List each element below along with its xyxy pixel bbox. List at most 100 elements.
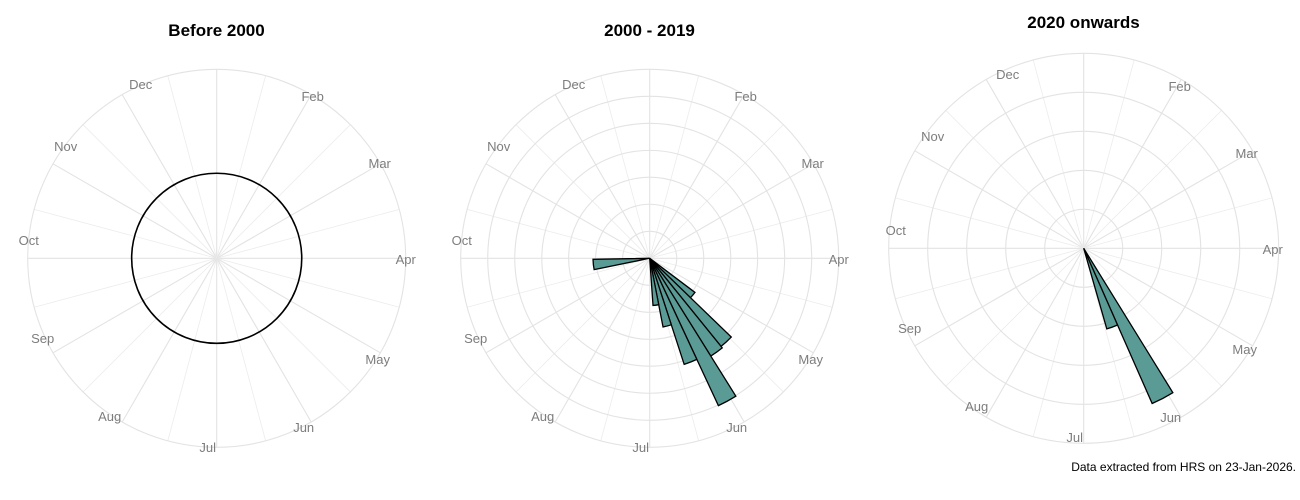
grid-ring [966,130,1202,366]
month-label-may: May [1232,342,1257,357]
grid-spoke-major [1083,247,1253,347]
data-wedge [1083,248,1119,330]
data-wedge [649,257,737,407]
grid-spoke-major [485,257,650,354]
month-label-dec: Dec [996,67,1020,82]
month-label-oct: Oct [886,223,907,238]
grid-spoke-minor [1083,247,1273,300]
grid-spoke-major [985,248,1085,418]
grid-spoke-major [649,257,814,354]
grid-spoke-minor [216,258,267,441]
grid-spoke-minor [167,258,218,441]
month-label-apr: Apr [396,252,417,267]
grid-spoke-minor [216,257,400,308]
grid-ring [888,52,1280,444]
month-label-mar: Mar [802,156,825,171]
month-label-oct: Oct [452,233,473,248]
month-label-sep: Sep [464,331,487,346]
data-wedge [649,258,673,328]
month-label-feb: Feb [1168,79,1190,94]
month-label-feb: Feb [734,89,756,104]
grid-spoke-major [216,257,381,354]
grid-ring [541,149,759,367]
grid-spoke-minor [1083,59,1135,249]
grid-ring [514,122,786,394]
grid-spoke-minor [1083,197,1273,249]
grid-spoke-major [216,94,312,259]
grid-spoke-major [121,258,218,423]
month-label-nov: Nov [921,129,945,144]
month-label-sep: Sep [31,331,54,346]
grid-spoke-major [1083,79,1182,249]
data-wedge [1083,247,1174,405]
grid-spoke-minor [945,110,1084,249]
month-label-jul: Jul [1066,430,1083,445]
month-label-dec: Dec [129,77,153,92]
month-label-sep: Sep [898,321,921,336]
rose-chart-2020-onwards: Feb Mar Apr May Jun Jul Aug Sep Oct Nov Dec [886,52,1283,445]
month-label-oct: Oct [19,233,40,248]
grid-spoke-minor [1083,110,1222,249]
month-label-aug: Aug [965,399,988,414]
grid-spoke-major [52,257,217,354]
grid-spoke-minor [649,124,784,259]
month-label-jun: Jun [293,420,314,435]
figure-caption: Data extracted from HRS on 23-Jan-2026. [1071,460,1296,474]
grid-spoke-major [649,94,745,259]
grid-spoke-minor [600,258,651,441]
grid-spoke-major [914,150,1084,249]
grid-spoke-major [121,94,218,259]
grid-spoke-minor [515,258,650,393]
month-label-mar: Mar [369,156,392,171]
grid-spoke-minor [216,124,351,259]
grid-spoke-major [554,94,651,259]
grid-spoke-major [1083,150,1253,249]
rose-chart-before-2000: Feb Mar Apr May Jun Jul Aug Sep Oct Nov Dec [19,68,417,455]
panel-2020-onwards: 2020 onwards Feb Mar Apr May Jun Jul Aug Sep Oct… [867,0,1300,500]
month-label-dec: Dec [562,77,586,92]
data-wedge [649,258,660,307]
panel-2000-2019: 2000 - 2019 Feb Mar Apr May Jun Jul Aug Sep Oct N… [433,0,866,500]
month-label-aug: Aug [531,409,554,424]
grid-spoke-minor [216,75,267,259]
grid-ring [595,203,705,313]
grid-spoke-minor [467,257,650,308]
month-label-jul: Jul [632,440,649,455]
grid-spoke-minor [1032,59,1085,249]
data-wedge [592,257,650,271]
rose-chart-2000-2019: Feb Mar Apr May Jun Jul Aug Sep Oct Nov Dec [452,68,849,455]
data-wedge [649,258,698,366]
grid-spoke-major [554,258,651,423]
grid-spoke-major [914,247,1084,347]
grid-ring [1044,208,1124,288]
grid-spoke-major [52,163,217,259]
chart-title-2020-onwards: 2020 onwards [1027,13,1140,32]
month-label-may: May [798,352,823,367]
month-label-jun: Jun [1160,410,1181,425]
month-label-mar: Mar [1236,146,1259,161]
grid-spoke-major [985,79,1085,249]
month-label-nov: Nov [54,139,78,154]
grid-spoke-minor [649,75,700,259]
grid-spoke-minor [945,248,1084,387]
grid-spoke-minor [82,258,217,393]
grid-spoke-minor [167,75,218,259]
chart-title-before-2000: Before 2000 [168,21,265,40]
grid-spoke-minor [1083,248,1222,387]
grid-spoke-major [216,258,312,423]
month-label-jun: Jun [726,420,747,435]
grid-ring [568,176,732,340]
grid-spoke-major [485,163,650,259]
chart-title-2000-2019: 2000 - 2019 [604,21,695,40]
grid-spoke-minor [649,208,833,259]
month-label-aug: Aug [98,409,121,424]
grid-spoke-minor [34,257,217,308]
grid-spoke-major [216,163,381,259]
grid-ring [487,95,813,421]
grid-spoke-minor [34,208,217,259]
grid-spoke-minor [216,208,400,259]
grid-spoke-minor [649,257,833,308]
grid-spoke-major [649,163,814,259]
grid-spoke-minor [1032,248,1085,437]
